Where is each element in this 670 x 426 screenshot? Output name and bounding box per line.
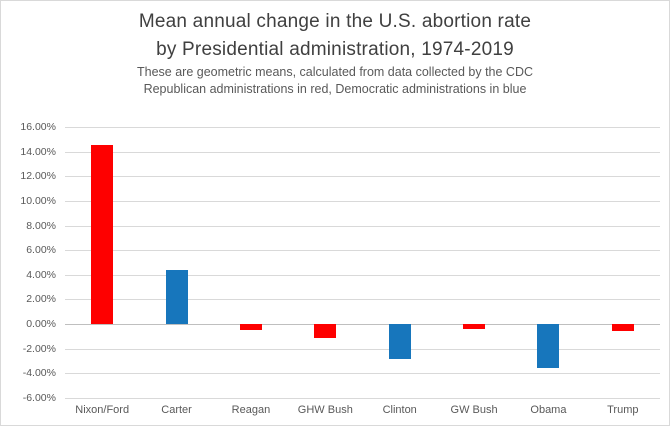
column-clinton	[363, 127, 437, 398]
bar-trump	[611, 324, 634, 332]
y-tick-label-4.00%: 4.00%	[26, 268, 56, 281]
y-tick-label--2.00%: -2.00%	[22, 342, 56, 355]
gridline-12.00%	[65, 176, 660, 178]
x-label-clinton: Clinton	[382, 404, 417, 416]
gridline--2.00%	[65, 348, 660, 350]
y-tick-label--4.00%: -4.00%	[22, 367, 56, 380]
bar-gw-bush	[463, 324, 486, 329]
bar-ghw-bush	[314, 324, 337, 338]
chart-title-line-1: Mean annual change in the U.S. abortion …	[138, 11, 532, 32]
gridline-16.00%	[65, 127, 660, 128]
gridline-14.00%	[65, 151, 660, 153]
column-reagan	[214, 127, 288, 398]
bar-clinton	[388, 324, 411, 359]
plot-area: 16.00% 14.00% 12.00% 10.00% 8.00% 6.00% 4.00% 2…	[20, 121, 660, 404]
column-gw-bush	[437, 127, 511, 398]
x-label-obama: Obama	[530, 404, 567, 416]
chart-header: Mean annual change in the U.S. abortion …	[1, 1, 669, 98]
bar-carter	[165, 269, 188, 325]
y-tick-label-16.00%: 16.00%	[20, 121, 56, 133]
bar-columns	[65, 127, 660, 398]
gridline-6.00%	[65, 250, 660, 252]
y-tick-label-14.00%: 14.00%	[20, 145, 56, 158]
column-ghw-bush	[288, 127, 362, 398]
gridline--4.00%	[65, 373, 660, 375]
x-label-trump: Trump	[607, 404, 639, 416]
y-tick-label-2.00%: 2.00%	[26, 293, 56, 306]
x-label-carter: Carter	[161, 404, 192, 416]
y-tick-label-12.00%: 12.00%	[20, 170, 56, 183]
gridline-8.00%	[65, 225, 660, 227]
gridline-10.00%	[65, 200, 660, 202]
y-tick-label--6.00%: -6.00%	[22, 392, 56, 404]
column-nixon-ford	[65, 127, 139, 398]
column-trump	[586, 127, 660, 398]
gridline-2.00%	[65, 299, 660, 301]
bar-obama	[537, 324, 560, 369]
x-label-gw-bush: GW Bush	[450, 404, 498, 416]
x-axis-labels: Nixon/Ford Carter Reagan GHW Bush Clinton GW …	[65, 404, 660, 416]
x-label-nixon-ford: Nixon/Ford	[75, 404, 130, 416]
bar-reagan	[239, 324, 262, 331]
gridline--6.00%	[65, 398, 660, 399]
x-label-reagan: Reagan	[231, 404, 271, 416]
y-tick-label-10.00%: 10.00%	[20, 194, 56, 207]
column-carter	[139, 127, 213, 398]
chart-title-line-2: by Presidential administration, 1974-201…	[156, 39, 514, 60]
y-tick-label-0.00%: 0.00%	[26, 318, 56, 331]
chart-subtitle-line-1: These are geometric means, calculated fr…	[136, 65, 534, 79]
column-obama	[511, 127, 585, 398]
y-tick-label-6.00%: 6.00%	[26, 244, 56, 257]
x-label-ghw-bush: GHW Bush	[297, 404, 353, 416]
bar-nixon-ford	[91, 145, 114, 325]
y-tick-label-8.00%: 8.00%	[26, 219, 56, 232]
gridline-4.00%	[65, 274, 660, 276]
chart-subtitle-line-2: Republican administrations in red, Democ…	[143, 82, 527, 96]
gridline-0.00%	[65, 324, 660, 326]
